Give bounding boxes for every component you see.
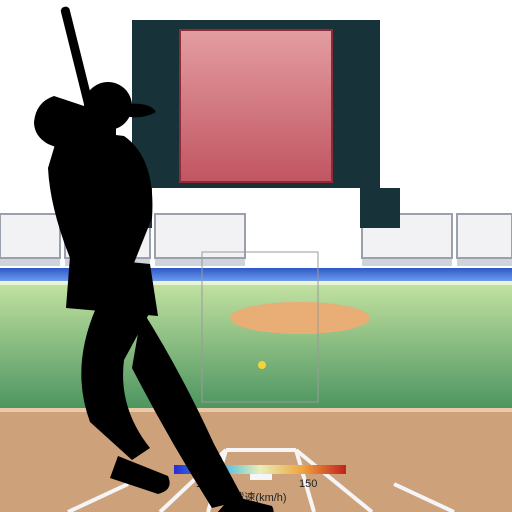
legend-tick: 150 xyxy=(299,478,317,490)
stands-section xyxy=(155,214,245,258)
pitch-location-chart: 100150球速(km/h) xyxy=(0,0,512,512)
stands-section xyxy=(457,214,512,258)
scoreboard-screen xyxy=(180,30,332,182)
pitch-point xyxy=(258,361,266,369)
pitchers-mound xyxy=(230,302,370,334)
stands-section xyxy=(0,214,60,258)
